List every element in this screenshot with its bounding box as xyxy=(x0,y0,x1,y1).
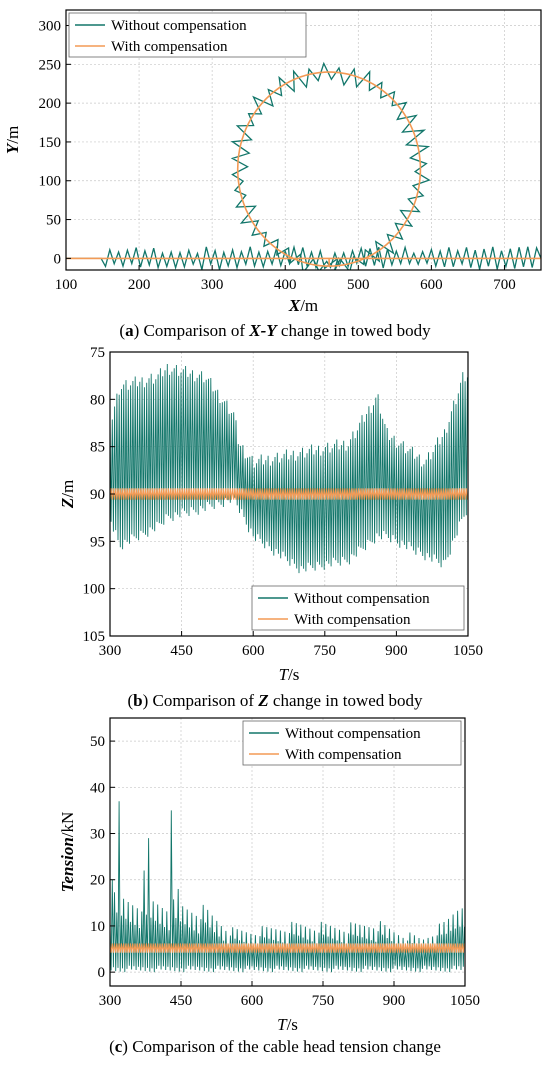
y-tick-label: 300 xyxy=(39,19,62,35)
y-tick-label: 80 xyxy=(90,392,105,408)
caption-suffix: change in towed body xyxy=(269,691,423,710)
x-tick-label: 450 xyxy=(170,993,193,1009)
panel-b: 300 450 600 750 900 10507580859095100105T/sZ/… xyxy=(58,345,483,710)
x-tick-label: 750 xyxy=(312,993,335,1009)
x-tick-label: 600 xyxy=(242,643,265,659)
legend-box xyxy=(68,12,307,58)
y-axis-label-unit: /m xyxy=(58,480,77,498)
x-axis-label: T/s xyxy=(279,665,300,684)
plot-frame xyxy=(65,9,542,271)
caption-letter: a xyxy=(125,321,134,340)
series-line-without-compensation xyxy=(109,363,468,574)
panel-a: 100 200 300 400 500 600 700 0 50 100 150 200 250 300 X… xyxy=(3,9,542,340)
y-tick-label: 150 xyxy=(39,135,62,151)
caption-mid: ) Comparison of the cable head tension c… xyxy=(122,1037,441,1056)
caption-prefix: ( xyxy=(109,1037,115,1056)
y-tick-label: 20 xyxy=(90,873,105,889)
y-axis-label-var: Y xyxy=(3,142,22,154)
x-axis-label-unit: /m xyxy=(300,296,318,315)
y-tick-label: 200 xyxy=(39,96,62,112)
caption-prefix: ( xyxy=(127,691,133,710)
x-axis-label-var: T xyxy=(279,665,290,684)
series-line-without-compensation xyxy=(66,61,541,270)
y-tick-label: 75 xyxy=(90,345,105,361)
caption-letter: c xyxy=(115,1037,123,1056)
y-axis-label: Tension/kN xyxy=(58,812,77,893)
legend-label-without: Without compensation xyxy=(294,591,430,607)
legend-label-with: With compensation xyxy=(294,612,411,628)
series-line-with-compensation xyxy=(109,488,468,500)
x-axis-label-var: X xyxy=(288,296,301,315)
legend-label-without: Without compensation xyxy=(111,18,247,34)
x-tick-label: 300 xyxy=(201,277,224,293)
y-tick-label: 90 xyxy=(90,487,105,503)
series-line-with-compensation xyxy=(66,71,541,267)
y-tick-label: 10 xyxy=(90,919,105,935)
caption-var: Z xyxy=(257,691,268,710)
y-axis-label-var: Tension xyxy=(58,837,77,892)
y-tick-label: 95 xyxy=(90,534,105,550)
x-tick-label: 100 xyxy=(55,277,78,293)
series-line-with-compensation xyxy=(109,943,465,953)
caption-mid: ) Comparison of xyxy=(134,321,250,340)
x-tick-label: 450 xyxy=(170,643,193,659)
y-tick-label: 250 xyxy=(39,57,62,73)
y-axis-label-unit: /m xyxy=(3,126,22,144)
y-tick-label: 30 xyxy=(90,827,105,843)
x-axis-label-var: T xyxy=(277,1015,288,1034)
y-tick-label: 40 xyxy=(90,780,105,796)
x-tick-label: 900 xyxy=(383,993,406,1009)
caption-letter: b xyxy=(133,691,142,710)
x-tick-label: 900 xyxy=(385,643,408,659)
legend-label-with: With compensation xyxy=(111,39,228,55)
x-tick-label: 200 xyxy=(128,277,151,293)
y-tick-label: 105 xyxy=(83,629,106,645)
x-tick-label: 1050 xyxy=(453,643,483,659)
legend-label-with: With compensation xyxy=(285,747,402,763)
x-tick-label: 1050 xyxy=(450,993,480,1009)
caption-mid: ) Comparison of xyxy=(143,691,259,710)
x-tick-label: 300 xyxy=(99,993,122,1009)
y-tick-label: 50 xyxy=(90,734,105,750)
x-axis-label: T/s xyxy=(277,1015,298,1034)
y-tick-label: 100 xyxy=(39,174,62,190)
x-axis-label-unit: /s xyxy=(287,1015,298,1034)
panel-caption: (c) Comparison of the cable head tension… xyxy=(109,1037,441,1056)
caption-suffix: change in towed body xyxy=(277,321,431,340)
y-tick-label: 85 xyxy=(90,440,105,456)
y-tick-label: 50 xyxy=(46,213,61,229)
y-tick-label: 0 xyxy=(98,965,106,981)
x-axis-label: X/m xyxy=(288,296,318,315)
y-tick-label: 100 xyxy=(83,582,106,598)
panel-caption: (a) Comparison of X-Y change in towed bo… xyxy=(119,321,431,340)
legend-label-without: Without compensation xyxy=(285,726,421,742)
plot-frame xyxy=(109,717,466,987)
x-tick-label: 400 xyxy=(274,277,297,293)
y-axis-label-var: Z xyxy=(58,498,77,509)
y-axis-label-unit: /kN xyxy=(58,812,77,838)
panel-c: 300 450 600 750 900 1050 0 10 20 30 40 50 T/s Tension… xyxy=(58,717,480,1056)
x-tick-label: 300 xyxy=(99,643,122,659)
caption-var: X-Y xyxy=(248,321,278,340)
y-axis-label: Y/m xyxy=(3,126,22,154)
x-axis-label-unit: /s xyxy=(288,665,299,684)
x-tick-label: 500 xyxy=(347,277,370,293)
panel-caption: (b) Comparison of Z change in towed body xyxy=(127,691,423,710)
x-tick-label: 700 xyxy=(493,277,516,293)
legend-box xyxy=(242,720,462,766)
y-axis-label: Z/m xyxy=(58,480,77,509)
legend-box xyxy=(251,585,465,631)
x-tick-label: 750 xyxy=(314,643,337,659)
caption-prefix: ( xyxy=(119,321,125,340)
x-tick-label: 600 xyxy=(420,277,443,293)
y-tick-label: 0 xyxy=(54,251,62,267)
x-tick-label: 600 xyxy=(241,993,264,1009)
